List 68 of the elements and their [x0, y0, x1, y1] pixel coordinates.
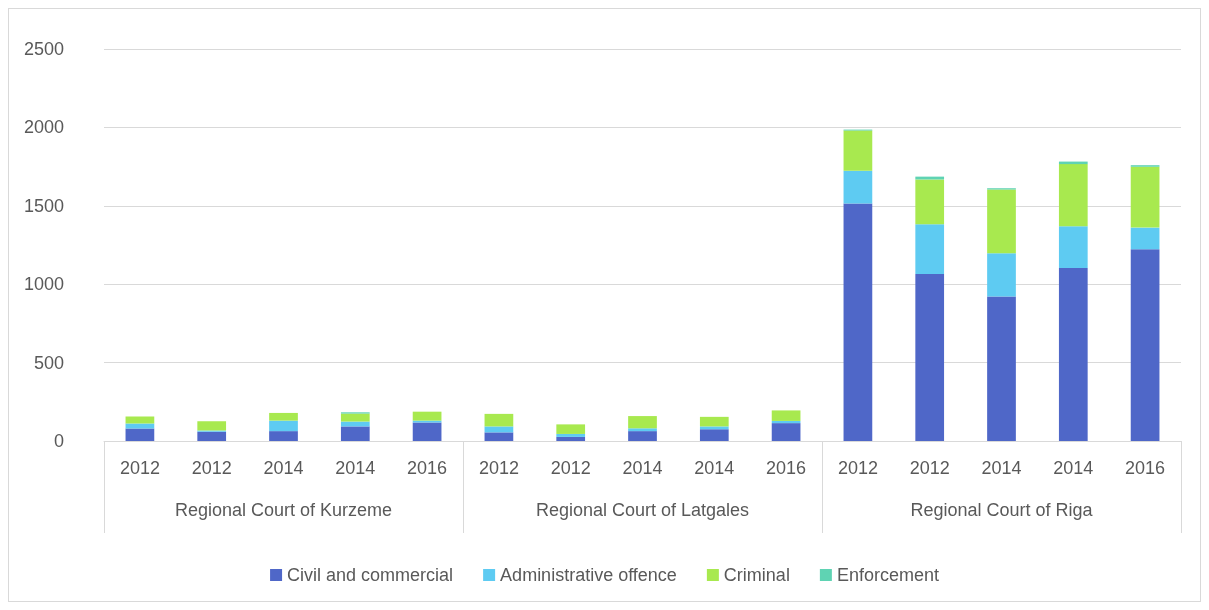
bar: [628, 428, 657, 432]
text: Regional Court of Riga: [910, 500, 1094, 520]
bar: [125, 428, 155, 441]
text: Regional Court of Latgales: [535, 500, 750, 520]
legend-label: Civil and commercial: [287, 565, 454, 585]
x-tick-label: 2014: [622, 458, 663, 478]
x-tick-label: 2012: [119, 458, 160, 478]
bar: [556, 424, 586, 434]
bar: [484, 432, 514, 441]
bar: [987, 296, 1016, 441]
legend-label: Administrative offence: [500, 565, 677, 585]
bar: [125, 416, 155, 424]
bar: [484, 426, 514, 433]
bar: [484, 413, 514, 427]
x-tick-label: 2016: [766, 458, 807, 478]
bar: [197, 431, 227, 441]
x-tick-label: 2016: [407, 458, 448, 478]
bar: [771, 410, 801, 421]
x-tick-label: 2014: [335, 458, 376, 478]
text: Regional Court of Kurzeme: [174, 500, 393, 520]
bar: [987, 253, 1016, 297]
y-tick-label: 1500: [23, 195, 64, 216]
legend-label: Criminal: [723, 565, 790, 585]
bar: [1130, 227, 1160, 250]
bar: [1058, 226, 1088, 268]
bar: [915, 274, 945, 441]
y-tick-label: 1000: [23, 274, 64, 295]
x-tick-label: 2014: [981, 458, 1022, 478]
bar: [340, 413, 370, 422]
y-tick-label: 2000: [23, 117, 64, 138]
y-tick-label: 2500: [23, 39, 64, 59]
x-tick-label: 2014: [263, 458, 304, 478]
bar: [556, 433, 586, 437]
x-tick-label: 2012: [550, 458, 591, 478]
bar: [197, 421, 227, 431]
bar: [628, 416, 657, 429]
bar: [699, 426, 729, 430]
legend-label: Enforcement: [836, 565, 939, 585]
bar: [699, 429, 729, 441]
bar: [915, 179, 945, 225]
x-tick-label: 2012: [837, 458, 878, 478]
bar: [843, 170, 873, 204]
bar: [915, 224, 945, 275]
bar: [987, 189, 1016, 254]
y-tick-label: 0: [53, 431, 64, 451]
bar: [556, 436, 586, 441]
x-tick-label: 2012: [478, 458, 519, 478]
x-tick-label: 2014: [1053, 458, 1094, 478]
bar: [771, 423, 801, 441]
bar: [843, 130, 873, 171]
x-tick-label: 2014: [694, 458, 735, 478]
bar: [412, 411, 442, 421]
bar: [1130, 249, 1160, 441]
bar: [412, 422, 442, 441]
bar: [1058, 267, 1088, 441]
bar: [1130, 166, 1160, 228]
bar: [269, 412, 298, 421]
bar: [699, 416, 729, 427]
y-tick-label: 500: [33, 352, 64, 373]
x-tick-label: 2012: [909, 458, 950, 478]
bar: [269, 420, 298, 432]
x-tick-label: 2016: [1125, 458, 1166, 478]
bar: [843, 203, 873, 441]
bar: [269, 431, 298, 441]
x-tick-label: 2012: [191, 458, 232, 478]
bar: [340, 426, 370, 441]
bar: [1058, 164, 1088, 227]
bar: [628, 431, 657, 441]
